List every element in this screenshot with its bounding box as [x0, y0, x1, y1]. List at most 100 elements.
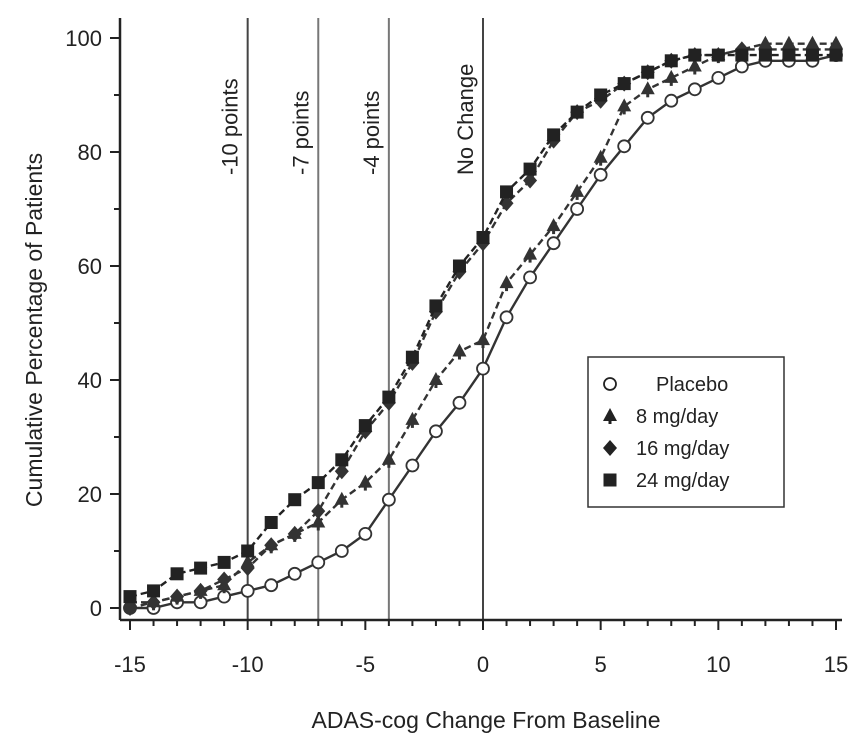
data-point [664, 93, 679, 108]
y-tick-label: 20 [78, 482, 102, 507]
data-point [829, 48, 843, 62]
data-point [217, 571, 232, 588]
data-point [687, 58, 702, 75]
data-point [523, 246, 538, 263]
data-point [603, 408, 617, 424]
data-point [405, 411, 420, 428]
x-tick-label: 15 [824, 652, 848, 677]
series-placebo [123, 48, 843, 615]
data-point [570, 202, 585, 216]
data-point [734, 59, 749, 74]
data-point [805, 48, 819, 62]
data-point [429, 424, 443, 439]
y-tick-label: 0 [90, 596, 102, 621]
data-point [523, 172, 538, 189]
data-point [782, 48, 796, 62]
x-tick-label: 5 [595, 652, 607, 677]
data-point [523, 162, 537, 176]
data-point [452, 259, 466, 273]
data-point [499, 275, 514, 292]
data-point [123, 590, 137, 604]
data-point [335, 453, 349, 467]
data-point [405, 350, 419, 364]
data-point [334, 491, 349, 508]
data-point [194, 561, 208, 575]
data-point [382, 390, 396, 404]
data-point [603, 440, 617, 456]
reference-line-label: -7 points [288, 91, 313, 175]
data-point [287, 566, 302, 581]
data-point [476, 332, 490, 349]
data-point [240, 560, 255, 577]
y-tick-label: 80 [78, 140, 102, 165]
data-point [735, 48, 749, 62]
x-tick-label: 10 [706, 652, 730, 677]
reference-line-label: -4 points [359, 91, 384, 175]
data-point [358, 527, 373, 541]
legend-item: 24 mg/day [603, 470, 729, 492]
data-point [147, 584, 161, 598]
x-tick-label: 0 [477, 652, 489, 677]
data-point [593, 167, 608, 182]
data-point [603, 377, 617, 391]
data-point [146, 594, 161, 611]
data-point [758, 48, 772, 62]
legend-label: Placebo [656, 374, 728, 396]
x-tick-label: -15 [114, 652, 146, 677]
data-point [405, 458, 420, 473]
data-point [311, 476, 325, 490]
data-point [547, 128, 561, 142]
axes: 0 20 40 60 80 100 -15 -10 -5 0 5 10 15 [65, 18, 848, 677]
series-layer [123, 35, 843, 616]
y-tick-label: 60 [78, 254, 102, 279]
data-point [193, 582, 208, 599]
data-point [500, 185, 514, 199]
data-point [358, 419, 372, 433]
data-point [641, 65, 655, 79]
x-tick-label: -10 [232, 652, 264, 677]
data-point [617, 98, 632, 115]
data-point [664, 69, 679, 86]
data-point [170, 567, 184, 581]
data-point [428, 372, 443, 388]
data-point [664, 54, 678, 68]
data-point [452, 395, 467, 410]
x-axis-title: ADAS-cog Change From Baseline [312, 707, 661, 733]
data-point [123, 600, 137, 616]
data-point [217, 555, 231, 569]
data-point [499, 310, 514, 325]
legend-label: 8 mg/day [636, 406, 718, 428]
data-point [358, 474, 373, 491]
data-point [523, 270, 537, 285]
data-point [241, 544, 255, 558]
data-point [170, 588, 185, 605]
data-point [452, 343, 467, 360]
data-point [240, 584, 255, 598]
data-point [264, 516, 278, 529]
data-point [476, 361, 490, 376]
data-point [687, 82, 702, 97]
data-point [570, 105, 584, 119]
data-point [594, 88, 608, 102]
data-point [334, 463, 349, 480]
data-point [546, 218, 561, 235]
y-axis-title: Cumulative Percentage of Patients [21, 153, 47, 507]
data-point [429, 299, 443, 313]
data-point [617, 77, 631, 91]
data-point [603, 473, 617, 487]
data-point [311, 503, 326, 520]
legend-label: 16 mg/day [636, 438, 729, 460]
data-point [688, 48, 702, 62]
data-point [617, 139, 632, 154]
data-point [546, 236, 561, 251]
legend-item: 8 mg/day [603, 406, 718, 428]
data-point [264, 578, 279, 593]
legend-item: Placebo [603, 374, 728, 396]
legend: Placebo 8 mg/day 16 mg/day 24 mg/day [587, 356, 785, 508]
data-point [334, 544, 349, 558]
y-tick-label: 100 [65, 26, 102, 51]
reference-line-label: -10 points [218, 78, 243, 175]
y-tick-label: 40 [78, 368, 102, 393]
series-24-mg-day [123, 48, 843, 604]
